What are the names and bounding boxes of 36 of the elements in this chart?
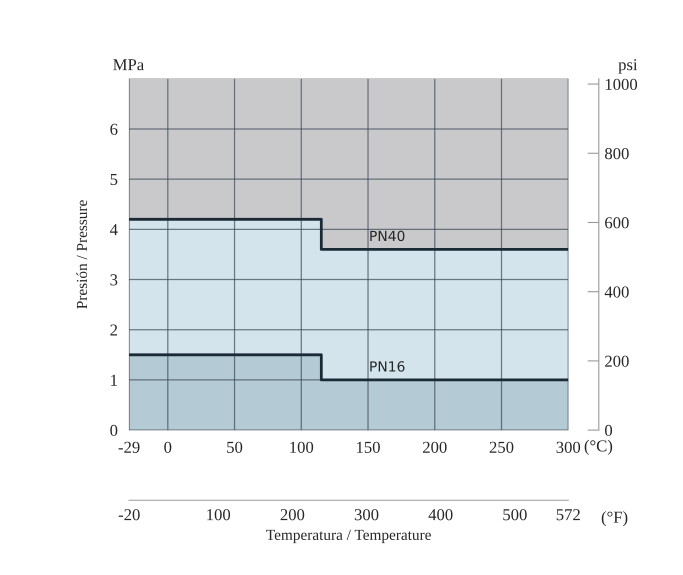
- y-tick-label: 5: [110, 174, 118, 186]
- y2-tick-label: 400: [604, 286, 629, 298]
- text: (°F): [602, 511, 628, 526]
- x2-tick-label: 400: [428, 509, 453, 520]
- y-tick-label: 0: [110, 424, 118, 436]
- y2-tick-label: 200: [605, 356, 629, 367]
- x-tick-label: 100: [290, 442, 314, 453]
- x2-tick-label: 200: [280, 509, 304, 520]
- text: (°C): [584, 440, 612, 455]
- x2-tick-label: 300: [354, 509, 378, 520]
- x2-axis-title: Temperatura / Temperature: [266, 530, 431, 544]
- y2-tick-label: 0: [605, 424, 612, 436]
- y2-tick-label: 600: [605, 217, 629, 228]
- y-tick-label: 1: [111, 374, 117, 386]
- y-tick-label: 6: [110, 124, 118, 135]
- x2-tick-label: 500: [503, 509, 527, 520]
- y-tick-label: 3: [110, 274, 118, 286]
- text: psi: [618, 59, 638, 74]
- x-tick-label: 50: [227, 442, 242, 453]
- x2-tick-label: -20: [118, 509, 140, 520]
- series-label: PN40: [370, 230, 404, 242]
- y2-tick-label: 1000: [606, 78, 638, 90]
- x-tick-label: 200: [423, 442, 447, 453]
- text: MPa: [113, 59, 144, 70]
- x-tick-label: 250: [490, 442, 514, 453]
- x2-tick-label: 572: [556, 509, 580, 520]
- x-tick-label: 300: [556, 442, 580, 453]
- x-tick-label: 150: [356, 442, 380, 453]
- x2-tick-label: 100: [207, 509, 230, 520]
- x-tick-label: -29: [118, 442, 140, 453]
- y-axis-title: Presión / Pressure: [76, 200, 88, 309]
- series-label: PN16: [370, 361, 405, 372]
- y-tick-label: 2: [110, 324, 118, 336]
- y2-tick-label: 800: [605, 148, 629, 160]
- y-tick-label: 4: [110, 224, 118, 236]
- x-tick-label: 0: [164, 442, 172, 453]
